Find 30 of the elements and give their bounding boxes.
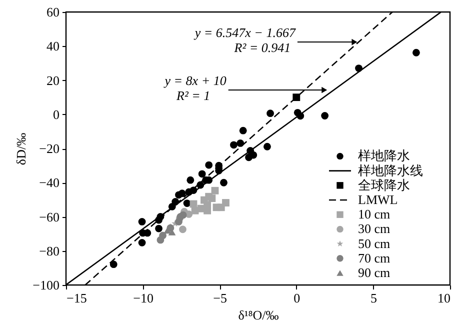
y-tick-label: −60 [39,209,60,224]
y-tick-label: 40 [46,38,60,54]
x-tick-label: 0 [294,290,300,306]
x-tick-label: −10 [133,290,154,306]
legend-label: LMWL [358,192,398,207]
y-tick-label: −20 [39,141,60,156]
legend-label: 90 cm [358,265,390,280]
legend-label: 全球降水 [358,177,410,192]
x-tick-label: −15 [66,290,87,306]
y-tick-label: −40 [39,175,60,190]
legend-label: 10 cm [358,206,390,222]
x-tick-label: −5 [213,290,228,306]
y-tick-label: −80 [39,243,60,258]
y-tick-label: 0 [53,106,60,122]
y-tick-label: 60 [46,4,60,20]
legend-label: 70 cm [358,250,390,266]
legend-label: 样地降水 [358,148,410,164]
y-tick-label: −100 [32,278,60,292]
y-tick-label: 20 [46,72,60,88]
legend-label: 30 cm [358,221,390,236]
x-tick-label: 10 [438,290,450,306]
annotation: y = 6.547x − 1.667 [192,25,296,40]
y-axis-title: δD/‰ [14,132,29,166]
annotation: y = 8x + 10 [162,72,227,88]
legend-label: 50 cm [358,236,390,251]
legend-label: 样地降水线 [358,162,423,178]
x-tick-label: 5 [370,290,377,306]
x-axis-title: δ¹⁸O/‰ [238,308,279,322]
annotation: R² = 0.941 [233,40,291,56]
annotation: R² = 1 [176,88,210,103]
